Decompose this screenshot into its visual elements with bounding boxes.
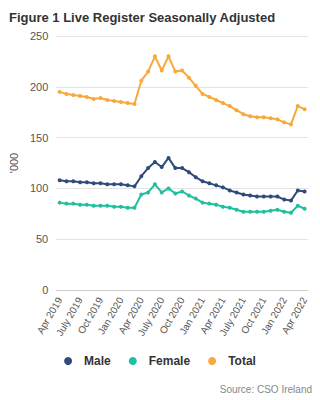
- svg-text:Apr 2022: Apr 2022: [280, 295, 310, 336]
- svg-text:Oct 2019: Oct 2019: [75, 295, 106, 336]
- svg-text:July 2019: July 2019: [53, 295, 85, 338]
- svg-text:100: 100: [30, 182, 48, 194]
- svg-text:Apr 2021: Apr 2021: [197, 295, 228, 336]
- svg-text:Figure 1 Live Register Seasona: Figure 1 Live Register Seasonally Adjust…: [9, 10, 275, 25]
- svg-text:Jan 2020: Jan 2020: [95, 295, 126, 337]
- svg-text:July 2020: July 2020: [135, 295, 167, 338]
- svg-text:200: 200: [30, 81, 48, 93]
- svg-text:Jan 2021: Jan 2021: [177, 295, 208, 337]
- svg-text:Apr 2020: Apr 2020: [116, 295, 147, 336]
- svg-text:Apr 2019: Apr 2019: [34, 295, 65, 336]
- svg-text:'000: '000: [8, 153, 20, 173]
- svg-text:Oct 2021: Oct 2021: [238, 295, 269, 336]
- svg-text:Total: Total: [228, 354, 256, 368]
- svg-text:Female: Female: [149, 354, 191, 368]
- svg-text:July 2021: July 2021: [217, 295, 249, 338]
- svg-text:Jan 2022: Jan 2022: [258, 295, 289, 337]
- svg-text:150: 150: [30, 132, 48, 144]
- svg-text:250: 250: [30, 30, 48, 42]
- svg-text:Oct 2020: Oct 2020: [157, 295, 187, 336]
- svg-text:Source: CSO Ireland: Source: CSO Ireland: [220, 384, 312, 395]
- svg-text:0: 0: [42, 284, 48, 296]
- svg-text:50: 50: [36, 233, 48, 245]
- svg-text:Male: Male: [84, 354, 111, 368]
